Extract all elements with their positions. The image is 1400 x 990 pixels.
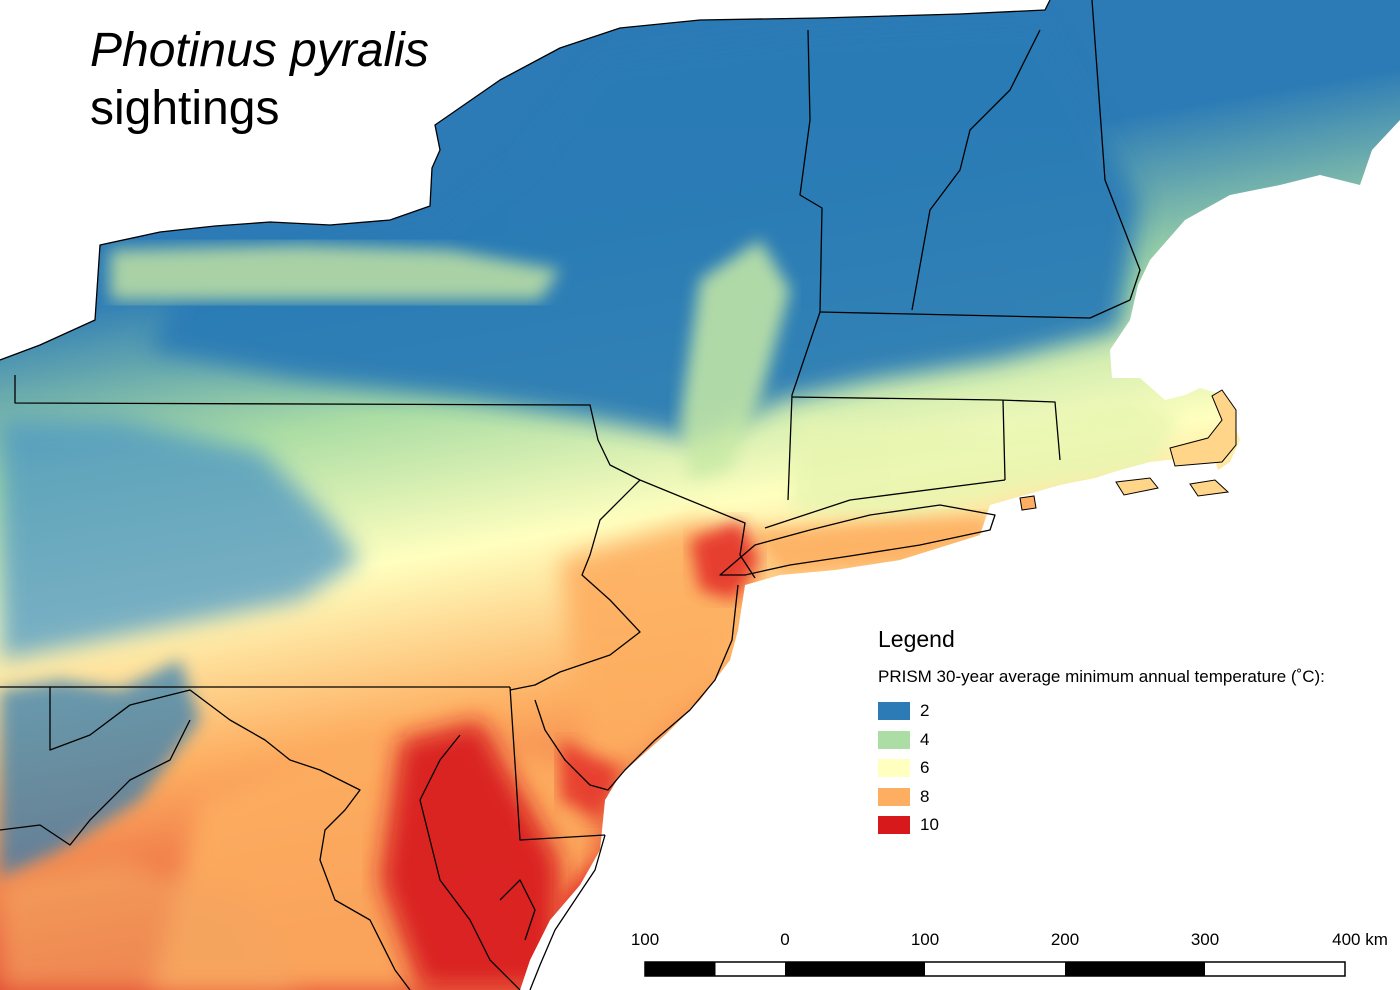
legend-item: 4 — [878, 726, 1325, 755]
scale-tick-label: 100 — [630, 930, 660, 949]
state-borders — [0, 0, 1141, 990]
scale-tick-label: 100 — [910, 930, 940, 949]
species-name: Photinus pyralis — [90, 24, 429, 77]
legend-swatch — [878, 730, 910, 749]
legend-label: 2 — [920, 701, 930, 721]
legend-label: 4 — [920, 729, 930, 749]
legend-swatch — [878, 759, 910, 778]
legend-item: 6 — [878, 754, 1325, 783]
legend-heading: Legend — [878, 626, 955, 652]
title-subtitle: sightings — [90, 82, 280, 135]
scale-tick-label: 200 — [1050, 930, 1080, 949]
legend-item: 2 — [878, 697, 1325, 726]
legend-label: 6 — [920, 758, 930, 778]
legend-item: 10 — [878, 811, 1325, 840]
legend-swatch — [878, 702, 910, 721]
cape-cod — [1019, 389, 1237, 511]
legend-swatch — [878, 787, 910, 806]
scale-tick-label: 0 — [780, 930, 790, 949]
map-title: Photinus pyralis sightings — [90, 22, 429, 138]
legend-description: PRISM 30-year average minimum annual tem… — [878, 667, 1325, 686]
legend-label: 10 — [920, 815, 939, 835]
legend-item: 8 — [878, 783, 1325, 812]
scale-tick-label: 300 — [1190, 930, 1220, 949]
legend: Legend PRISM 30-year average minimum ann… — [878, 626, 1325, 840]
legend-label: 8 — [920, 786, 930, 806]
legend-swatch — [878, 816, 910, 835]
scale-tick-label: 400 km — [1332, 930, 1388, 949]
